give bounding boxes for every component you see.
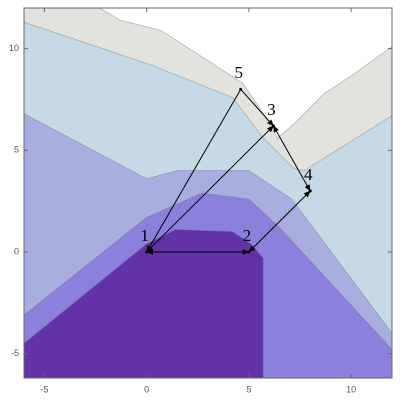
node-point xyxy=(308,189,312,193)
contour-regions xyxy=(23,7,393,379)
node-label: 5 xyxy=(234,63,243,82)
edge-arrow xyxy=(146,125,274,253)
node-point xyxy=(239,87,243,91)
x-tick-label: -5 xyxy=(40,384,48,394)
node-label: 4 xyxy=(304,165,313,184)
node-point xyxy=(271,124,275,128)
node-label: 1 xyxy=(140,226,149,245)
edge-arrow xyxy=(240,88,274,127)
node-point xyxy=(145,250,149,254)
node-label: 2 xyxy=(243,226,252,245)
node-label: 3 xyxy=(267,100,276,119)
edge-arrow xyxy=(272,125,311,192)
edge-arrow xyxy=(248,190,311,253)
y-tick-label: 10 xyxy=(9,43,19,53)
overlay: 1 2 3 4 5 xyxy=(140,63,313,255)
y-tick-label: -5 xyxy=(11,348,19,358)
y-tick-label: 5 xyxy=(14,145,19,155)
node-point xyxy=(247,250,251,254)
plot-frame xyxy=(23,7,393,379)
x-tick-label: 10 xyxy=(346,384,356,394)
y-tick-label: 0 xyxy=(14,246,19,256)
x-tick-label: 5 xyxy=(246,384,251,394)
x-tick-label: 0 xyxy=(144,384,149,394)
